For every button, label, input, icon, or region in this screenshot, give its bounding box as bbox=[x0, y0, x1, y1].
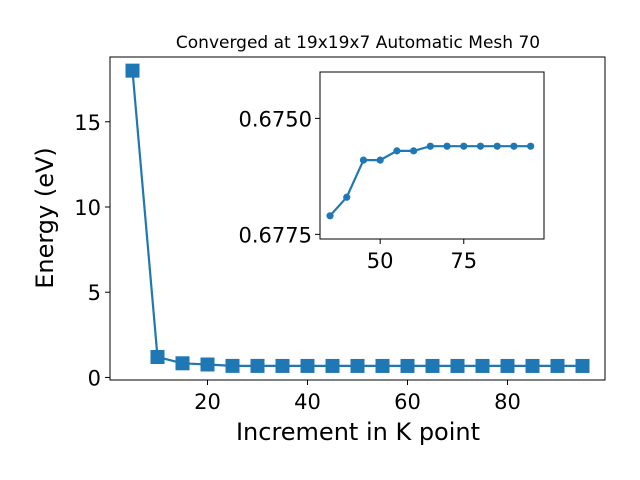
x-tick-label: 80 bbox=[494, 390, 521, 414]
inset-y-ticks: 0.6750 0.6775 bbox=[239, 107, 320, 247]
inset-series bbox=[326, 142, 535, 220]
main-series bbox=[125, 63, 590, 373]
x-tick-label: 40 bbox=[294, 390, 321, 414]
data-point bbox=[125, 63, 140, 78]
y-tick-label: 0 bbox=[88, 366, 101, 390]
data-point bbox=[375, 358, 390, 373]
inset-data-point bbox=[326, 212, 334, 220]
y-axis-label: Energy (eV) bbox=[31, 147, 59, 289]
main-plot-frame bbox=[109, 56, 606, 381]
y-tick-label: 5 bbox=[88, 281, 101, 305]
inset-x-ticks: 50 75 bbox=[367, 239, 477, 273]
data-point bbox=[525, 358, 540, 373]
inset-y-tick-label: 0.6775 bbox=[239, 223, 312, 247]
inset-x-tick-label: 50 bbox=[367, 249, 394, 273]
x-tick-label: 20 bbox=[194, 390, 221, 414]
data-point bbox=[275, 358, 290, 373]
data-point bbox=[350, 358, 365, 373]
data-point bbox=[250, 358, 265, 373]
inset-data-point bbox=[376, 156, 384, 164]
data-point bbox=[550, 358, 565, 373]
inset-x-tick-label: 75 bbox=[450, 249, 477, 273]
data-point bbox=[425, 358, 440, 373]
y-tick-label: 10 bbox=[74, 196, 101, 220]
inset-data-point bbox=[393, 147, 401, 155]
x-axis-label: Increment in K point bbox=[236, 418, 480, 446]
chart-title: Converged at 19x19x7 Automatic Mesh 70 bbox=[176, 33, 540, 53]
main-y-ticks: 0 5 10 15 bbox=[74, 111, 110, 390]
inset-data-point bbox=[343, 193, 351, 201]
data-point bbox=[325, 358, 340, 373]
inset-data-point bbox=[493, 142, 501, 150]
inset-data-point bbox=[359, 156, 368, 164]
data-point bbox=[225, 358, 240, 373]
inset-y-tick-label: 0.6750 bbox=[239, 107, 312, 131]
inset-background bbox=[319, 71, 545, 240]
inset-data-point bbox=[527, 142, 535, 150]
main-x-ticks: 20 40 60 80 bbox=[194, 380, 521, 414]
data-point bbox=[475, 358, 490, 373]
inset-data-point bbox=[443, 142, 451, 150]
data-point bbox=[500, 358, 515, 373]
data-point bbox=[400, 358, 415, 373]
y-tick-label: 15 bbox=[74, 111, 101, 135]
inset-data-point bbox=[426, 142, 434, 150]
data-point bbox=[150, 349, 165, 364]
data-point bbox=[175, 356, 190, 371]
data-point bbox=[300, 358, 315, 373]
inset-data-point bbox=[510, 142, 518, 150]
inset-data-point bbox=[476, 142, 485, 150]
data-point bbox=[575, 358, 590, 373]
inset-data-point bbox=[460, 142, 468, 150]
x-tick-label: 60 bbox=[394, 390, 421, 414]
data-point bbox=[450, 358, 465, 373]
main-chart: Converged at 19x19x7 Automatic Mesh 70 2… bbox=[31, 33, 606, 446]
inset-data-point bbox=[410, 147, 418, 155]
data-point bbox=[200, 357, 215, 372]
inset-chart: 50 75 0.6750 0.6775 bbox=[239, 71, 545, 273]
